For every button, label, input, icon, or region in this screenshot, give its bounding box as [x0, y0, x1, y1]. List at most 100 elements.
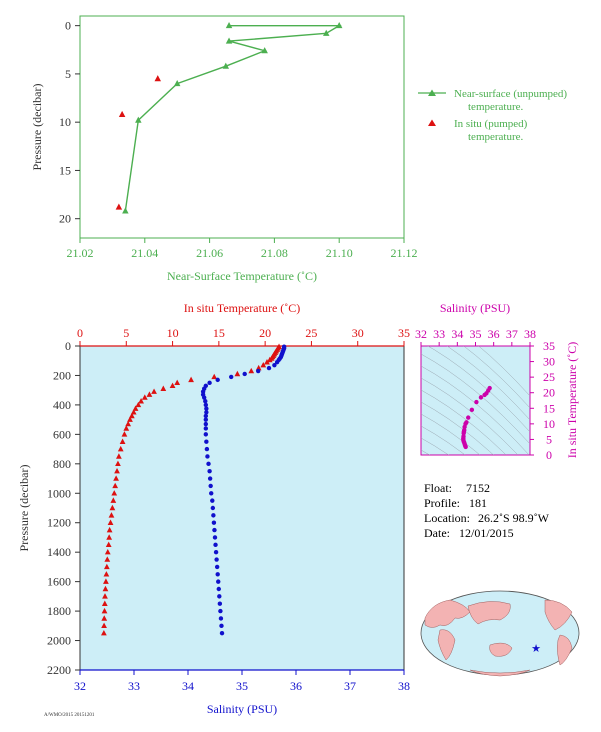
- salinity-point: [205, 454, 210, 459]
- near-surface-y-tick-label: 5: [65, 67, 71, 81]
- salinity-point: [204, 410, 209, 415]
- pressure-tick-label: 200: [53, 368, 71, 382]
- float-label: Float:: [424, 481, 452, 495]
- salinity-point: [266, 365, 272, 371]
- temperature-point: [115, 460, 121, 467]
- temperature-point: [174, 379, 181, 386]
- map-land-africa: [437, 629, 456, 661]
- density-contour-line: [421, 401, 494, 455]
- salinity-point: [208, 483, 213, 489]
- ts-salinity-tick-label: 34: [451, 327, 463, 341]
- temperature-axis-title: In situ Temperature (˚C): [184, 301, 301, 315]
- temperature-axis-ticks: 0 5 10 15 20 25 30 35: [77, 326, 410, 346]
- temperature-point: [123, 425, 130, 431]
- temperature-point: [132, 405, 139, 411]
- map-land-asia: [467, 601, 511, 625]
- temperature-point: [130, 409, 137, 415]
- salinity-series: [200, 344, 287, 636]
- temperature-point: [266, 356, 273, 363]
- ts-temperature-tick-label: 10: [543, 417, 555, 431]
- salinity-axis-title: Salinity (PSU): [207, 702, 277, 716]
- in-situ-pumped-point: [115, 203, 123, 210]
- ts-point: [469, 407, 475, 413]
- temperature-point: [234, 370, 241, 377]
- near-surface-point: [222, 62, 230, 69]
- salinity-tick-label: 38: [398, 679, 410, 693]
- temperature-point: [151, 388, 157, 394]
- near-surface-point: [323, 29, 330, 36]
- near-surface-y-tick-label: 0: [65, 19, 71, 33]
- salinity-point: [212, 535, 218, 540]
- ts-salinity-tick-label: 35: [470, 327, 482, 341]
- map-land-australia: [489, 642, 513, 657]
- temperature-point: [248, 367, 255, 374]
- ts-salinity-tick-label: 38: [524, 327, 536, 341]
- pressure-tick-label: 600: [53, 427, 71, 441]
- temperature-point: [103, 571, 110, 577]
- salinity-point: [272, 362, 277, 368]
- salinity-tick-label: 35: [236, 679, 248, 693]
- salinity-tick-label: 36: [290, 679, 302, 693]
- near-surface-y-tick-label: 15: [59, 163, 71, 177]
- pressure-tick-label: 800: [53, 457, 71, 471]
- salinity-point: [218, 616, 224, 621]
- ts-temperature-tick-label: 20: [543, 386, 555, 400]
- density-contour-line: [427, 346, 530, 433]
- near-surface-x-tick-label: 21.04: [131, 246, 158, 260]
- legend-label-in-situ-line1: In situ (pumped): [454, 118, 528, 130]
- temperature-tick-label: 30: [352, 326, 364, 340]
- profile-label: Profile:: [424, 496, 460, 510]
- temperature-point: [112, 482, 119, 489]
- salinity-point: [204, 446, 210, 452]
- temperature-point: [102, 593, 108, 599]
- temperature-point: [117, 445, 124, 452]
- temperature-point: [121, 431, 128, 437]
- salinity-point: [218, 608, 223, 614]
- ts-point: [474, 399, 479, 405]
- temperature-point: [101, 615, 108, 621]
- salinity-point: [219, 630, 225, 636]
- salinity-point: [211, 520, 217, 525]
- salinity-point: [214, 564, 220, 570]
- profile-plot-area: [79, 345, 405, 671]
- map-land-antarctica: [469, 669, 531, 677]
- temperature-point: [109, 504, 116, 511]
- temperature-point: [105, 541, 112, 548]
- temperature-point: [101, 607, 108, 614]
- salinity-point: [274, 360, 280, 365]
- map-land-north-america: [544, 599, 573, 631]
- location-value: 26.2˚S 98.9˚W: [478, 511, 550, 525]
- ts-temperature-label: In situ Temperature (˚C): [565, 342, 579, 459]
- float-value: 7152: [466, 481, 490, 495]
- ts-salinity-ticks: 32 33 34 35 36 37 38: [415, 327, 536, 346]
- ts-temperature-tick-label: 30: [543, 355, 555, 369]
- near-surface-point: [335, 22, 343, 29]
- salinity-point: [256, 368, 261, 374]
- temperature-point: [119, 438, 126, 444]
- temperature-tick-label: 15: [213, 326, 225, 340]
- salinity-point: [216, 579, 221, 584]
- legend-marker-in-situ: [428, 119, 436, 126]
- pressure-tick-label: 2000: [47, 634, 71, 648]
- salinity-tick-label: 32: [74, 679, 86, 693]
- pressure-tick-label: 2200: [47, 663, 71, 677]
- salinity-point: [213, 549, 219, 555]
- salinity-point: [219, 623, 224, 629]
- salinity-point: [209, 491, 214, 496]
- location-label: Location:: [424, 511, 470, 525]
- density-contour-line: [421, 425, 466, 455]
- salinity-point: [213, 542, 218, 548]
- profile-chart: 0 5 10 15 20 25 30 35 32 33 34 35 36 37 38 0 200 400 600…: [17, 301, 410, 716]
- salinity-point: [207, 476, 213, 481]
- near-surface-x-ticks: 21.02 21.04 21.06 21.08 21.10 21.12: [67, 238, 418, 260]
- near-surface-x-tick-label: 21.10: [326, 246, 353, 260]
- temperature-point: [114, 467, 120, 474]
- ts-temperature-tick-label: 15: [543, 401, 555, 415]
- temperature-point: [106, 526, 113, 533]
- salinity-point: [211, 513, 216, 518]
- near-surface-point: [122, 207, 129, 214]
- temperature-tick-label: 5: [123, 326, 129, 340]
- ts-temperature-tick-label: 5: [546, 432, 552, 446]
- density-contour-line: [421, 353, 530, 445]
